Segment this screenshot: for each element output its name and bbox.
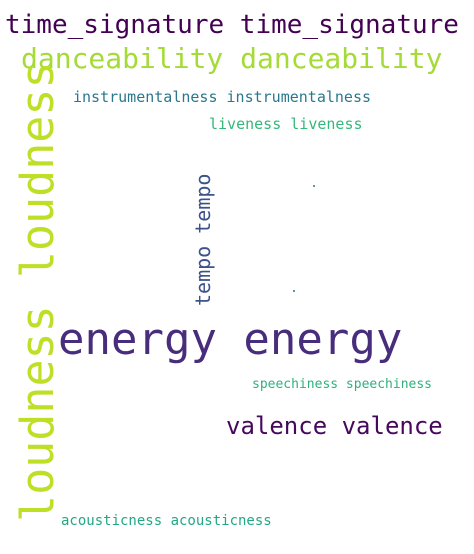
word-liveness: liveness liveness xyxy=(209,115,363,133)
word-time-signature: time_signature time_signature xyxy=(5,10,459,40)
word-danceability: danceability danceability xyxy=(21,42,443,75)
word-acousticness: acousticness acousticness xyxy=(61,513,272,529)
word-tempo: tempo tempo xyxy=(191,173,215,306)
stray-dot xyxy=(313,185,315,187)
word-speechiness: speechiness speechiness xyxy=(252,377,433,392)
word-loudness: loudness loudness xyxy=(11,61,64,522)
word-valence: valence valence xyxy=(226,412,443,440)
word-energy: energy energy xyxy=(58,314,403,365)
stray-dot xyxy=(293,290,295,292)
word-instrumentalness: instrumentalness instrumentalness xyxy=(73,88,372,106)
